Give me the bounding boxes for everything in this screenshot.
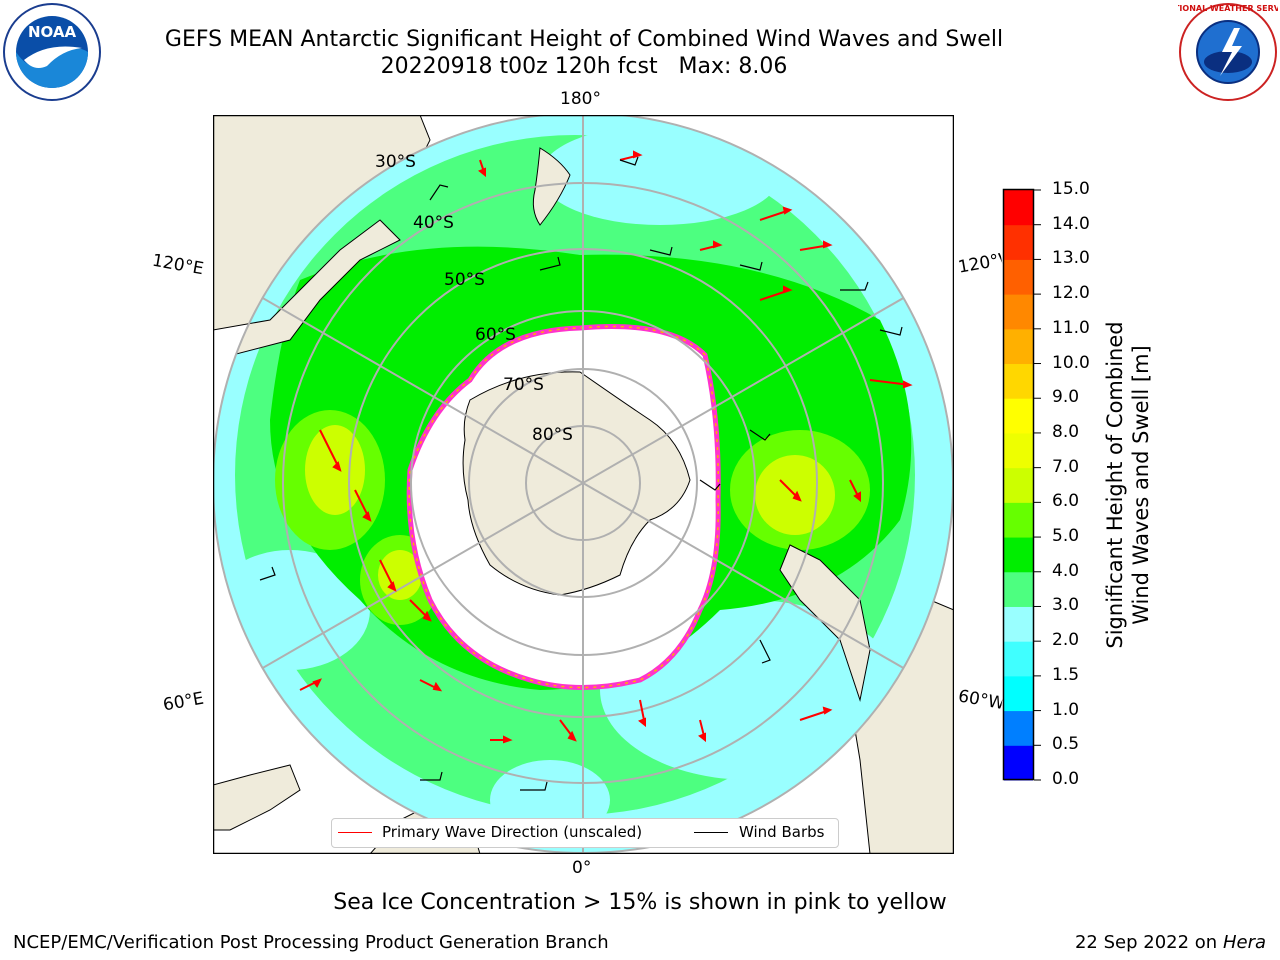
lat-label-60s: 60°S: [475, 325, 516, 345]
title-line-1: GEFS MEAN Antarctic Significant Height o…: [164, 27, 1004, 52]
colorbar-tick-label: 3.0: [1052, 595, 1080, 616]
colorbar-tick-label: 12.0: [1052, 283, 1090, 304]
title-line-2: 20220918 t00z 120h fcst Max: 8.06: [380, 54, 788, 79]
colorbar-cell: [1004, 641, 1033, 677]
colorbar-cell: [1004, 224, 1033, 260]
noaa-logo: NOAA: [3, 3, 101, 101]
colorbar-tick-label: 0.5: [1052, 734, 1080, 755]
footer-date: 22 Sep 2022 on Hera: [1075, 932, 1266, 953]
colorbar-tick-label: 5.0: [1052, 526, 1080, 547]
colorbar-cell: [1004, 710, 1033, 746]
colorbar-cell: [1004, 294, 1033, 330]
lon-label-120e: 120°E: [150, 250, 206, 280]
colorbar-cell: [1004, 537, 1033, 573]
colorbar-tick-label: 13.0: [1052, 248, 1090, 269]
map-frame: [213, 115, 954, 854]
legend-swatch-wave-direction: [338, 832, 372, 833]
colorbar-cell: [1004, 259, 1033, 295]
noaa-logo-text: NOAA: [28, 23, 77, 41]
footer-host: Hera: [1222, 932, 1266, 953]
wave-direction-arrows: [299, 150, 913, 744]
colorbar-tick-label: 1.0: [1052, 699, 1080, 720]
legend-label-wave-direction: Primary Wave Direction (unscaled): [382, 823, 643, 841]
sea-ice-caption: Sea Ice Concentration > 15% is shown in …: [333, 890, 947, 915]
lon-label-0: 0°: [572, 858, 592, 878]
colorbar-tick-label: 0.0: [1052, 769, 1080, 789]
colorbar-tick-label: 1.5: [1052, 664, 1080, 685]
colorbar-tick-label: 6.0: [1052, 491, 1080, 512]
chart-title: GEFS MEAN Antarctic Significant Height o…: [0, 26, 1168, 80]
antarctica: [462, 371, 691, 596]
lat-label-40s: 40°S: [413, 213, 454, 233]
colorbar-tick-label: 14.0: [1052, 213, 1090, 234]
footer-date-text: 22 Sep 2022 on: [1074, 932, 1218, 953]
colorbar-tick-label: 4.0: [1052, 560, 1080, 581]
colorbar-tick-label: 8.0: [1052, 421, 1080, 442]
colorbar-cell: [1004, 363, 1033, 399]
colorbar-cell: [1004, 328, 1033, 365]
colorbar-tick-label: 9.0: [1052, 387, 1080, 408]
colorbar-label: Significant Height of Combined Wind Wave…: [1103, 321, 1153, 649]
lat-label-30s: 30°S: [375, 152, 416, 172]
colorbar-tick-label: 10.0: [1052, 352, 1090, 373]
colorbar-cell: [1004, 432, 1033, 469]
colorbar-cell: [1004, 675, 1033, 712]
legend-swatch-wind-barbs: [694, 832, 728, 833]
colorbar-cell: [1004, 398, 1033, 434]
wind-barbs: [259, 156, 903, 791]
colorbar-tick-label: 7.0: [1052, 456, 1080, 477]
lat-label-80s: 80°S: [532, 425, 573, 445]
nws-logo-text: NATIONAL WEATHER SERVICE: [1178, 4, 1278, 13]
legend-label-wind-barbs: Wind Barbs: [739, 823, 825, 841]
colorbar-cell: [1004, 502, 1033, 538]
nws-logo: NATIONAL WEATHER SERVICE: [1178, 3, 1278, 101]
legend: Primary Wave Direction (unscaled) Wind B…: [331, 818, 839, 848]
colorbar-cell: [1004, 190, 1033, 226]
colorbar-tick-label: 2.0: [1052, 630, 1080, 651]
colorbar-cell: [1004, 571, 1033, 607]
colorbar-cell: [1004, 745, 1033, 781]
lon-label-60e: 60°E: [161, 688, 206, 716]
lat-label-70s: 70°S: [503, 375, 544, 395]
colorbar-tick-label: 11.0: [1052, 317, 1090, 338]
lon-label-180: 180°: [560, 89, 601, 109]
lat-label-50s: 50°S: [444, 270, 485, 290]
colorbar: [1002, 188, 1041, 781]
footer-credit: NCEP/EMC/Verification Post Processing Pr…: [13, 932, 609, 953]
colorbar-cell: [1004, 467, 1033, 503]
colorbar-tick-label: 15.0: [1052, 179, 1090, 199]
polar-map: [213, 115, 954, 854]
colorbar-cell: [1004, 606, 1033, 642]
